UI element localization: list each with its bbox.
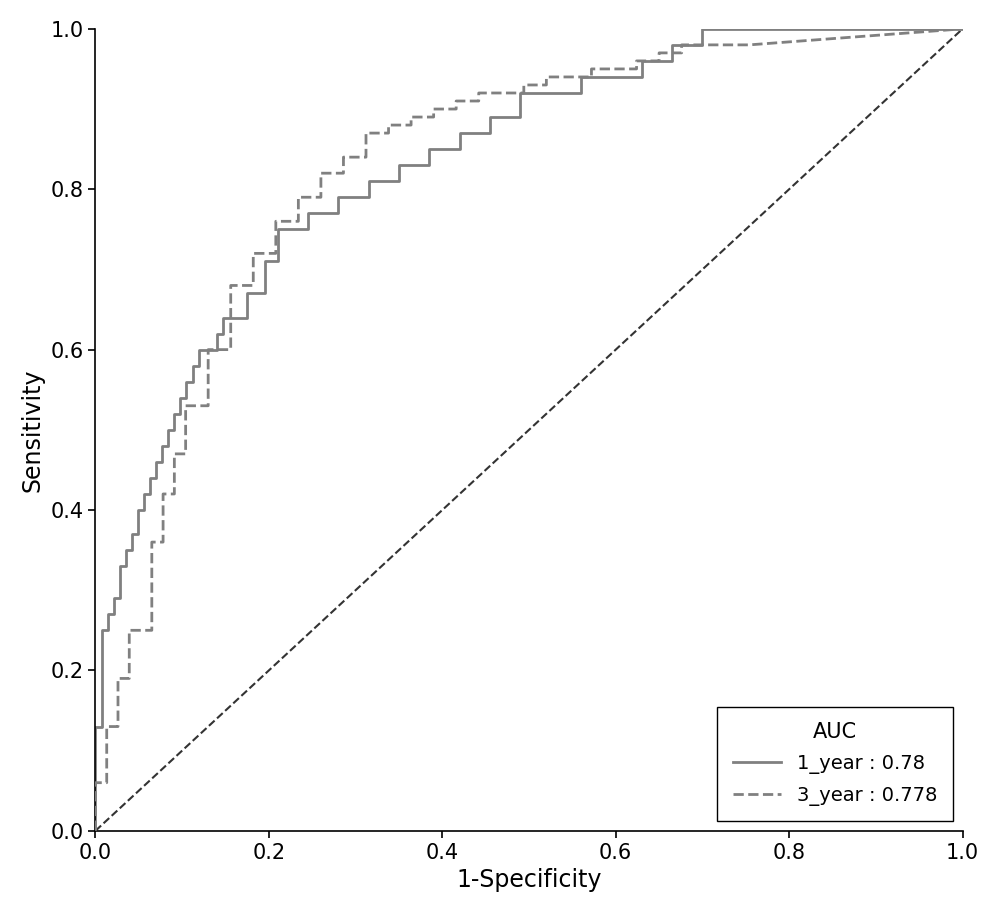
Legend: 1_year : 0.78, 3_year : 0.778: 1_year : 0.78, 3_year : 0.778 — [717, 707, 953, 821]
X-axis label: 1-Specificity: 1-Specificity — [456, 868, 602, 892]
Y-axis label: Sensitivity: Sensitivity — [21, 368, 45, 491]
